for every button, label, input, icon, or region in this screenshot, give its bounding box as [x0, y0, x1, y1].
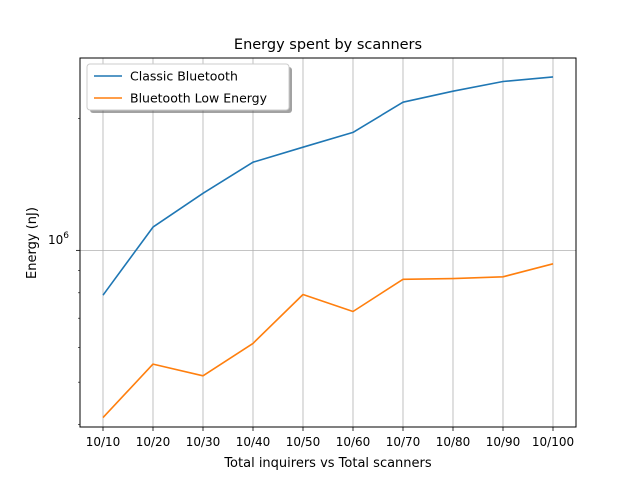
x-tick-label: 10/90 — [486, 435, 521, 449]
x-tick-label: 10/20 — [136, 435, 171, 449]
x-tick-label: 10/80 — [436, 435, 471, 449]
legend-label: Classic Bluetooth — [130, 69, 238, 84]
x-tick-label: 10/70 — [386, 435, 421, 449]
x-axis-ticks: 10/10 10/20 10/30 10/40 10/50 10/60 10/70 10/80… — [86, 427, 574, 449]
chart-title: Energy spent by scanners — [234, 37, 422, 53]
y-axis-label: Energy (nJ) — [25, 207, 40, 279]
series-line-0 — [102, 76, 554, 296]
x-tick-label: 10/100 — [532, 435, 574, 449]
legend: Classic Bluetooth Bluetooth Low Energy — [86, 63, 292, 113]
x-tick-label: 10/60 — [336, 435, 371, 449]
y-tick-label: 106 — [48, 231, 69, 247]
legend-label: Bluetooth Low Energy — [130, 91, 268, 106]
y-tick-exponent: 6 — [63, 231, 69, 241]
x-tick-label: 10/30 — [186, 435, 221, 449]
x-tick-label: 10/40 — [236, 435, 271, 449]
series-line-1 — [102, 263, 554, 419]
x-tick-label: 10/10 — [86, 435, 121, 449]
plot-frame — [79, 57, 577, 428]
y-axis-ticks — [76, 118, 80, 425]
series-lines — [102, 76, 554, 419]
plot-area — [80, 58, 576, 427]
grid — [80, 58, 576, 427]
y-tick-base: 10 — [48, 233, 63, 247]
legend-box — [86, 63, 290, 111]
x-axis-label: Total inquirers vs Total scanners — [223, 456, 432, 471]
x-tick-label: 10/50 — [286, 435, 321, 449]
